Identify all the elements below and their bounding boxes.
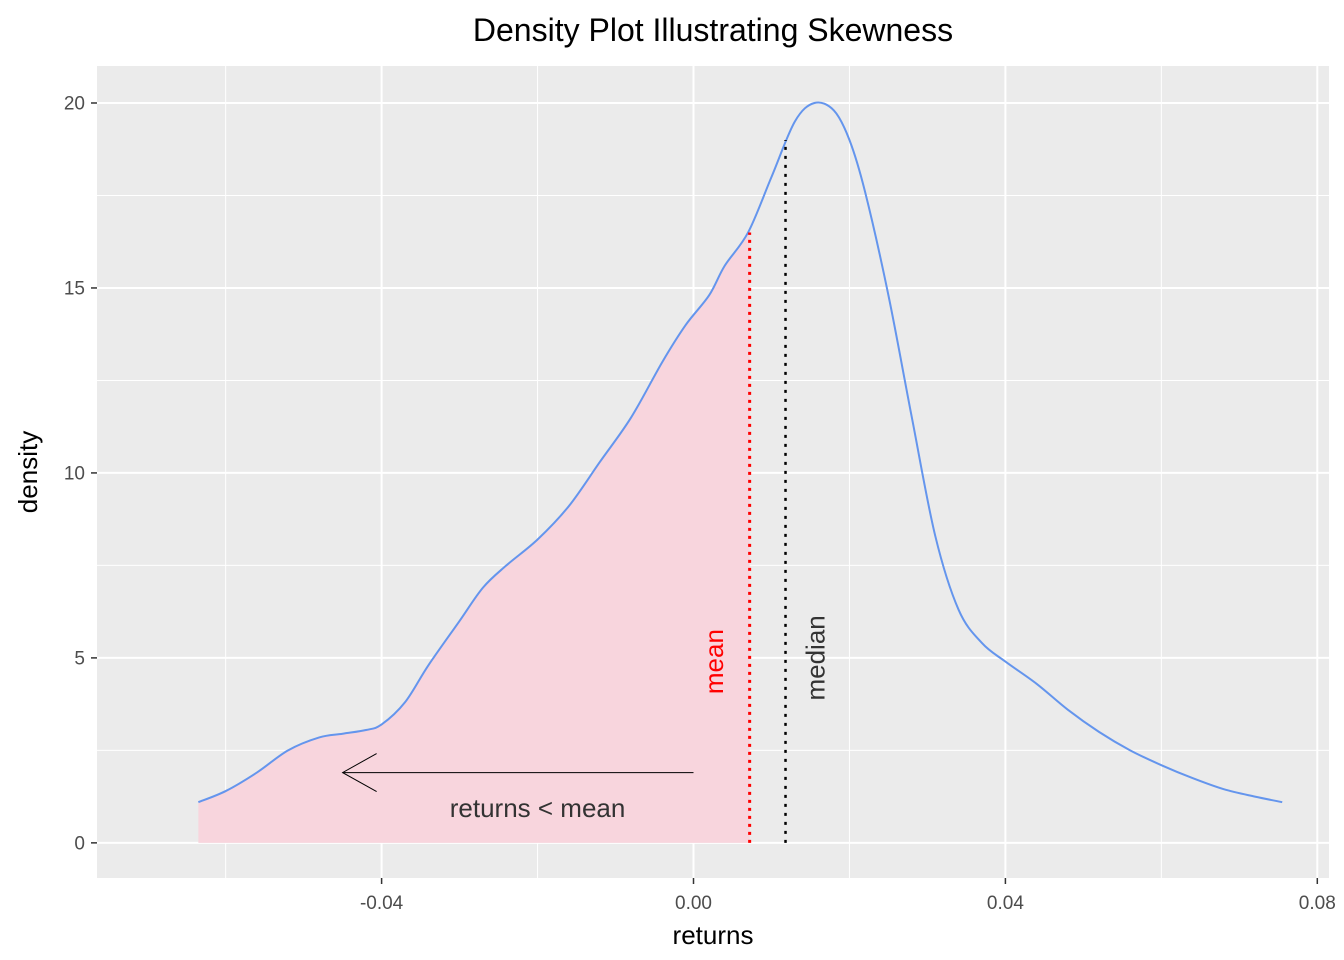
y-tick-label: 0	[74, 834, 85, 855]
y-axis-title: density	[13, 431, 43, 513]
y-axis: 0 5 10 15 20	[64, 94, 97, 855]
density-curve	[197, 101, 1283, 804]
y-tick-label: 20	[64, 94, 85, 115]
y-tick-label: 15	[64, 279, 85, 300]
x-axis: -0.04 0.00 0.04 0.08	[360, 878, 1336, 914]
y-tick-label: 10	[64, 464, 85, 485]
returns-below-mean-label: returns < mean	[450, 793, 626, 823]
x-tick-label: 0.04	[987, 893, 1024, 914]
arrow-annotation	[341, 753, 694, 793]
x-tick-label: -0.04	[360, 893, 404, 914]
shaded-area-below-mean	[198, 228, 751, 843]
x-axis-title: returns	[673, 920, 754, 950]
chart-title: Density Plot Illustrating Skewness	[473, 12, 953, 48]
x-tick-label: 0.08	[1299, 893, 1336, 914]
x-tick-label: 0.00	[675, 893, 712, 914]
arrow-head	[341, 753, 377, 793]
mean-label: mean	[699, 629, 729, 694]
median-label: median	[801, 615, 831, 700]
y-tick-label: 5	[74, 649, 85, 670]
